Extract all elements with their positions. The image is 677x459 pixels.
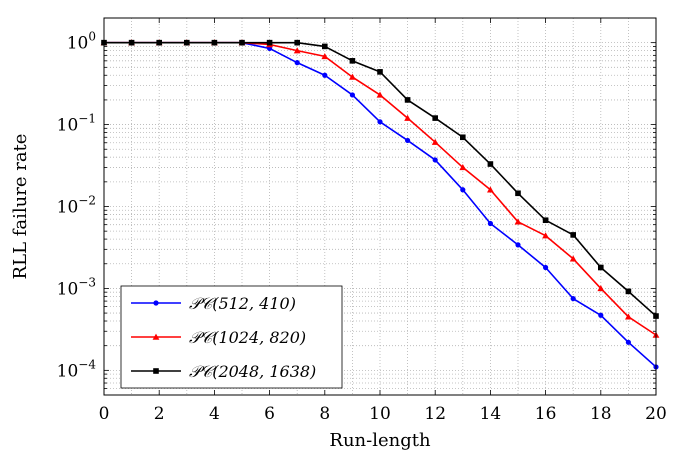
y-axis-title: RLL failure rate xyxy=(10,134,31,280)
x-tick-label: 2 xyxy=(154,404,165,424)
data-point xyxy=(625,313,632,320)
data-point xyxy=(405,137,411,144)
legend-label: 𝒫𝒞(1024, 820) xyxy=(189,328,306,347)
legend-marker xyxy=(153,300,159,306)
data-point xyxy=(569,255,577,262)
data-point xyxy=(542,217,549,224)
data-point xyxy=(349,92,355,98)
data-point xyxy=(321,52,329,60)
legend-entry: 𝒫𝒞(2048, 1638) xyxy=(131,362,316,381)
x-tick-label: 18 xyxy=(590,404,612,424)
x-tick-label: 14 xyxy=(480,404,502,424)
data-point xyxy=(294,60,300,66)
data-point xyxy=(376,91,384,98)
y-tick-label: 10−1 xyxy=(57,112,96,136)
x-axis-title: Run-length xyxy=(329,430,431,451)
legend-label: 𝒫𝒞(2048, 1638) xyxy=(189,362,316,381)
x-tick-label: 0 xyxy=(99,404,110,424)
data-point xyxy=(293,47,301,54)
y-tick-label: 10−4 xyxy=(57,357,97,381)
data-point xyxy=(294,39,300,46)
data-point xyxy=(598,312,604,318)
data-point xyxy=(377,69,383,75)
series-layer xyxy=(100,39,660,370)
legend-marker xyxy=(153,368,159,374)
grid xyxy=(103,17,657,396)
data-point xyxy=(156,39,162,46)
data-point xyxy=(487,161,494,167)
data-point xyxy=(598,264,604,271)
data-point xyxy=(431,138,439,145)
data-point xyxy=(625,339,632,345)
data-point xyxy=(349,73,356,80)
data-point xyxy=(515,190,521,197)
data-point xyxy=(570,296,576,302)
data-point xyxy=(514,218,522,225)
data-point xyxy=(349,58,356,64)
legend-entry: 𝒫𝒞(1024, 820) xyxy=(131,328,306,347)
series-3 xyxy=(101,39,659,319)
data-point xyxy=(184,39,190,46)
data-point xyxy=(570,232,576,238)
data-point xyxy=(625,288,632,295)
data-point xyxy=(543,264,549,271)
x-tick-label: 10 xyxy=(369,404,391,424)
data-point xyxy=(487,186,494,193)
x-tick-label: 8 xyxy=(319,404,330,424)
x-tick-label: 6 xyxy=(264,404,275,424)
legend-marker xyxy=(152,333,160,340)
data-point xyxy=(377,119,383,125)
y-tick-label: 10−2 xyxy=(57,194,96,218)
data-point xyxy=(542,232,549,239)
data-point xyxy=(211,39,218,46)
y-tick-label: 10−3 xyxy=(57,275,96,299)
data-point xyxy=(322,72,328,78)
data-point xyxy=(128,39,135,46)
data-point xyxy=(432,115,438,121)
data-point xyxy=(460,187,466,193)
x-tick-label: 20 xyxy=(645,404,667,424)
x-tick-label: 12 xyxy=(424,404,446,424)
data-point xyxy=(239,39,245,46)
data-point xyxy=(460,134,466,141)
data-point xyxy=(432,157,438,163)
x-tick-label: 16 xyxy=(535,404,557,424)
legend-label: 𝒫𝒞(512, 410) xyxy=(189,294,296,313)
data-point xyxy=(459,164,467,171)
data-point xyxy=(322,43,328,50)
data-point xyxy=(487,220,493,227)
x-tick-label: 4 xyxy=(209,404,220,424)
data-point xyxy=(404,97,411,103)
legend-entry: 𝒫𝒞(512, 410) xyxy=(131,294,296,313)
data-point xyxy=(404,114,411,121)
data-point xyxy=(266,39,273,46)
axis-ticks xyxy=(103,17,657,396)
y-tick-label: 100 xyxy=(67,30,96,54)
axis-labels: 0 2 4 6 8 10 12 14 16 18 20 100 10−1 10−2 10−3 10−4 xyxy=(57,30,667,424)
data-point xyxy=(597,285,605,292)
legend: 𝒫𝒞(512, 410) 𝒫𝒞(1024, 820) 𝒫𝒞(2048, 1638) xyxy=(120,285,343,389)
data-point xyxy=(515,242,521,248)
